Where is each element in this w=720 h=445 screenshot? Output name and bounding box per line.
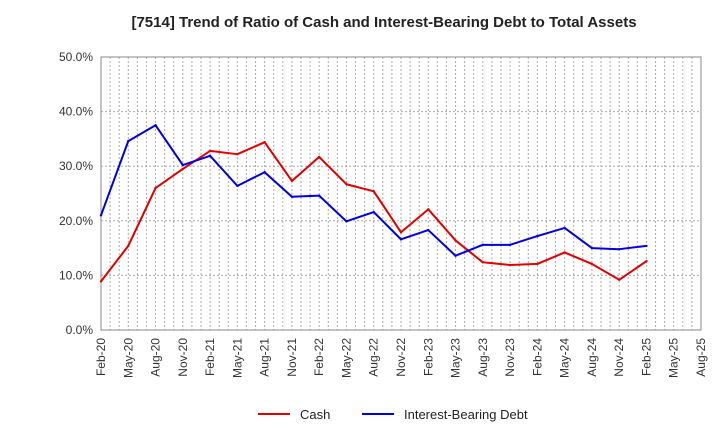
data-point	[127, 244, 130, 248]
x-tick-label: Aug-24	[585, 338, 599, 377]
y-tick-label: 40.0%	[59, 105, 93, 119]
x-tick-label: Feb-21	[203, 338, 217, 376]
x-tick-label: May-20	[121, 338, 135, 378]
x-tick-label: Feb-25	[639, 338, 653, 376]
data-point	[263, 140, 266, 144]
data-point	[617, 278, 621, 281]
data-point	[399, 238, 403, 241]
data-point	[508, 243, 512, 247]
data-point	[181, 167, 185, 171]
data-point	[208, 154, 212, 158]
y-tick-label: 10.0%	[59, 268, 93, 282]
x-tick-label: Feb-23	[421, 338, 435, 376]
legend-label: Cash	[300, 407, 330, 422]
x-tick-label: May-21	[230, 338, 244, 378]
data-point	[263, 171, 266, 174]
legend: Cash Interest-Bearing Debt	[258, 407, 528, 422]
legend-label: Interest-Bearing Debt	[404, 407, 528, 422]
data-point	[536, 234, 539, 238]
data-point	[563, 251, 566, 254]
data-point	[590, 246, 594, 250]
data-point	[236, 184, 239, 188]
data-point	[372, 210, 375, 214]
data-point	[536, 262, 539, 266]
data-point	[154, 186, 157, 190]
y-tick-label: 50.0%	[59, 50, 93, 64]
x-tick-label: Aug-20	[149, 338, 163, 377]
data-point	[399, 231, 403, 234]
data-point	[481, 243, 485, 247]
data-point	[345, 183, 348, 186]
x-tick-label: Nov-20	[176, 338, 190, 377]
y-tick-label: 0.0%	[66, 323, 94, 337]
x-tick-label: Feb-22	[312, 338, 326, 376]
x-tick-label: Aug-22	[367, 338, 381, 377]
y-tick-label: 20.0%	[59, 214, 93, 228]
data-point	[317, 194, 321, 197]
data-point	[617, 247, 621, 251]
data-point	[290, 179, 294, 183]
x-tick-label: Feb-24	[530, 338, 544, 376]
series-layer	[99, 124, 648, 283]
data-point	[427, 228, 430, 232]
x-tick-label: May-22	[339, 338, 353, 378]
plot-frame	[100, 56, 702, 331]
x-tick-label: Aug-25	[694, 338, 708, 377]
data-point	[317, 155, 321, 159]
data-point	[290, 195, 294, 198]
data-point	[236, 152, 239, 156]
x-tick-label: Feb-20	[94, 338, 108, 376]
data-point	[181, 163, 185, 167]
data-point	[154, 124, 157, 127]
data-point	[127, 139, 130, 143]
grid-layer	[101, 56, 701, 330]
x-tick-label: May-25	[667, 338, 681, 378]
chart-title: [7514] Trend of Ratio of Cash and Intere…	[131, 14, 636, 31]
data-point	[481, 261, 485, 264]
data-point	[99, 280, 103, 283]
x-tick-label: Aug-21	[258, 338, 272, 377]
y-tick-label: 30.0%	[59, 159, 93, 173]
data-point	[427, 208, 430, 211]
axis-layer: 0.0% 10.0% 20.0% 30.0% 40.0% 50.0% Feb-20 May-2…	[59, 50, 708, 378]
data-point	[590, 262, 594, 266]
data-point	[645, 244, 648, 248]
x-tick-label: Nov-23	[503, 338, 517, 377]
x-tick-label: Aug-23	[476, 338, 490, 377]
data-point	[208, 149, 212, 153]
data-point	[454, 254, 457, 257]
data-point	[345, 220, 348, 223]
data-point	[454, 239, 457, 242]
x-tick-label: May-24	[558, 338, 572, 378]
data-point	[99, 214, 103, 217]
x-tick-label: Nov-22	[394, 338, 408, 377]
data-point	[645, 260, 648, 263]
data-point	[508, 263, 512, 267]
data-point	[372, 190, 375, 193]
x-tick-label: Nov-21	[285, 338, 299, 377]
x-tick-label: May-23	[449, 338, 463, 378]
x-tick-label: Nov-24	[612, 338, 626, 377]
data-point	[563, 226, 566, 230]
